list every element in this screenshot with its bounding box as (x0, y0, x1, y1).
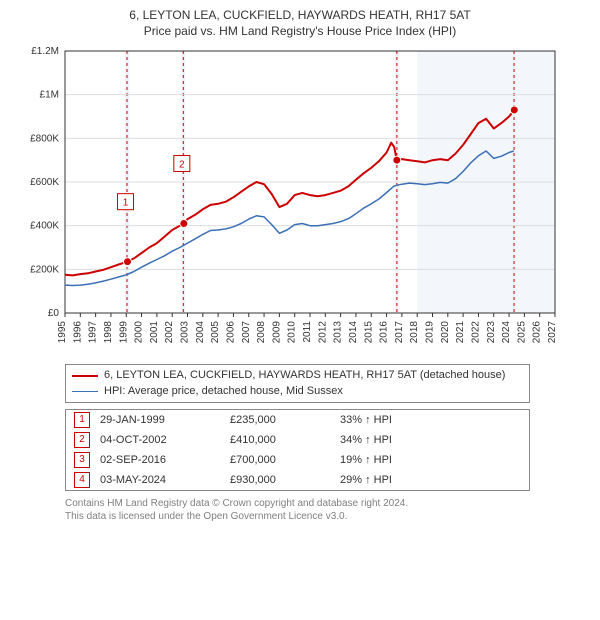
svg-text:£800K: £800K (30, 134, 59, 145)
svg-text:2015: 2015 (363, 321, 374, 344)
transaction-price: £235,000 (230, 414, 330, 426)
footer-line-1: Contains HM Land Registry data © Crown c… (65, 497, 530, 510)
transaction-pct: 19% ↑ HPI (340, 454, 460, 466)
svg-text:2003: 2003 (180, 321, 191, 344)
transaction-marker: 3 (74, 452, 90, 468)
transaction-pct: 33% ↑ HPI (340, 414, 460, 426)
svg-text:£400K: £400K (30, 221, 59, 232)
svg-text:2000: 2000 (134, 321, 145, 344)
transaction-date: 03-MAY-2024 (100, 474, 220, 486)
svg-text:2018: 2018 (409, 321, 420, 344)
svg-text:1996: 1996 (72, 321, 83, 344)
svg-text:1998: 1998 (103, 321, 114, 344)
transaction-row: 1 29-JAN-1999 £235,000 33% ↑ HPI (66, 410, 529, 430)
transaction-table: 1 29-JAN-1999 £235,000 33% ↑ HPI 2 04-OCT-200… (65, 409, 530, 491)
svg-text:2005: 2005 (210, 321, 221, 344)
legend-swatch (72, 391, 98, 392)
svg-text:2017: 2017 (394, 321, 405, 344)
transaction-pct: 29% ↑ HPI (340, 474, 460, 486)
footer-attribution: Contains HM Land Registry data © Crown c… (65, 497, 530, 523)
transaction-marker: 1 (74, 412, 90, 428)
svg-text:1995: 1995 (57, 321, 68, 344)
legend-item: 6, LEYTON LEA, CUCKFIELD, HAYWARDS HEATH… (72, 368, 523, 383)
line-chart: £0 £200K £400K £600K £800K £1M £1.2M 1995 1996 19… (10, 43, 570, 353)
svg-text:2013: 2013 (333, 321, 344, 344)
svg-text:£1.2M: £1.2M (31, 46, 59, 57)
svg-text:2008: 2008 (256, 321, 267, 344)
transaction-price: £930,000 (230, 474, 330, 486)
svg-text:£600K: £600K (30, 177, 59, 188)
svg-text:£200K: £200K (30, 265, 59, 276)
svg-text:2002: 2002 (164, 321, 175, 344)
svg-text:2006: 2006 (225, 321, 236, 344)
chart-title: 6, LEYTON LEA, CUCKFIELD, HAYWARDS HEATH… (10, 8, 590, 24)
transaction-date: 04-OCT-2002 (100, 434, 220, 446)
legend-box: 6, LEYTON LEA, CUCKFIELD, HAYWARDS HEATH… (65, 364, 530, 403)
chart-area: £0 £200K £400K £600K £800K £1M £1.2M 1995 1996 19… (10, 43, 590, 358)
transaction-date: 29-JAN-1999 (100, 414, 220, 426)
svg-text:1999: 1999 (118, 321, 129, 344)
svg-text:2020: 2020 (440, 321, 451, 344)
svg-text:£0: £0 (48, 308, 60, 319)
svg-text:2022: 2022 (470, 321, 481, 344)
svg-text:2027: 2027 (547, 321, 558, 344)
transaction-row: 2 04-OCT-2002 £410,000 34% ↑ HPI (66, 430, 529, 450)
svg-text:2004: 2004 (195, 321, 206, 344)
transaction-marker: 4 (74, 472, 90, 488)
svg-text:2016: 2016 (379, 321, 390, 344)
svg-text:1997: 1997 (88, 321, 99, 344)
svg-text:2023: 2023 (486, 321, 497, 344)
svg-text:2019: 2019 (425, 321, 436, 344)
page-container: 6, LEYTON LEA, CUCKFIELD, HAYWARDS HEATH… (0, 0, 600, 620)
transaction-pct: 34% ↑ HPI (340, 434, 460, 446)
svg-text:2021: 2021 (455, 321, 466, 344)
svg-text:2026: 2026 (532, 321, 543, 344)
transaction-date: 02-SEP-2016 (100, 454, 220, 466)
chart-subtitle: Price paid vs. HM Land Registry's House … (10, 24, 590, 40)
svg-text:2025: 2025 (516, 321, 527, 344)
svg-text:1: 1 (123, 198, 129, 209)
svg-text:2: 2 (179, 160, 185, 171)
legend-label: 6, LEYTON LEA, CUCKFIELD, HAYWARDS HEATH… (104, 368, 505, 383)
transaction-row: 3 02-SEP-2016 £700,000 19% ↑ HPI (66, 450, 529, 470)
svg-text:2011: 2011 (302, 321, 313, 343)
svg-text:£1M: £1M (40, 90, 59, 101)
transaction-row: 4 03-MAY-2024 £930,000 29% ↑ HPI (66, 470, 529, 490)
legend-label: HPI: Average price, detached house, Mid … (104, 384, 343, 399)
transaction-marker: 2 (74, 432, 90, 448)
transaction-price: £410,000 (230, 434, 330, 446)
footer-line-2: This data is licensed under the Open Gov… (65, 510, 530, 523)
svg-text:2024: 2024 (501, 321, 512, 344)
legend-item: HPI: Average price, detached house, Mid … (72, 384, 523, 399)
transaction-price: £700,000 (230, 454, 330, 466)
svg-text:2007: 2007 (241, 321, 252, 344)
svg-text:2012: 2012 (317, 321, 328, 344)
svg-text:2010: 2010 (287, 321, 298, 344)
svg-text:2009: 2009 (271, 321, 282, 344)
svg-text:2001: 2001 (149, 321, 160, 344)
legend-swatch (72, 375, 98, 377)
svg-text:2014: 2014 (348, 321, 359, 344)
